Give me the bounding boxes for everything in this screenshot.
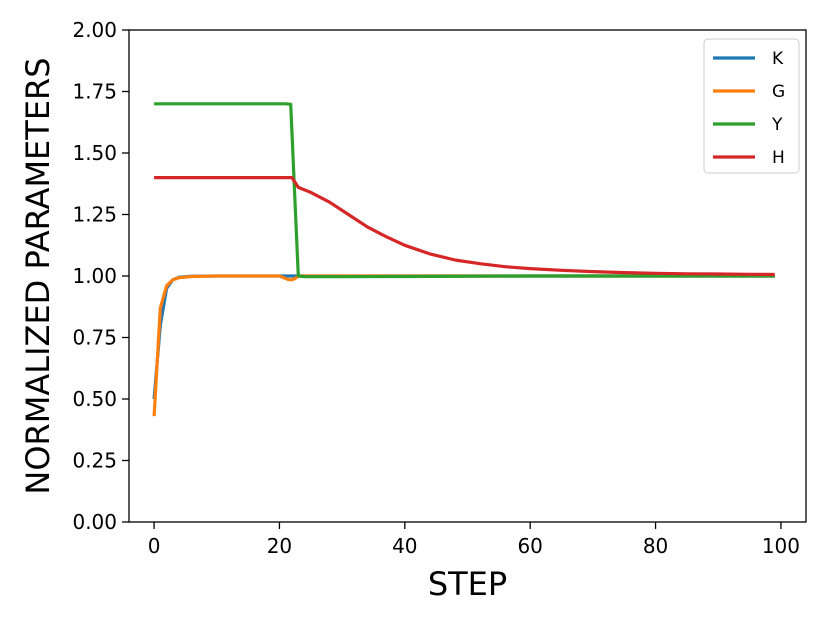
series-group [152, 102, 775, 417]
x-tick-label: 0 [148, 534, 161, 558]
y-tick-label: 2.00 [72, 18, 117, 42]
y-tick-label: 1.00 [72, 264, 117, 288]
legend-label-k: K [772, 49, 784, 69]
series-line-h [154, 176, 775, 277]
y-tick-label: 0.25 [72, 449, 117, 473]
axis-ticks: 0 20 40 60 80 100 0.00 0.25 0.50 0.75 1.00 1.25 1.50… [72, 18, 800, 558]
x-axis-label: STEP [428, 565, 507, 603]
series-line-y [154, 102, 775, 279]
x-tick-label: 80 [643, 534, 668, 558]
y-tick-label: 1.50 [72, 141, 117, 165]
y-tick-label: 1.25 [72, 203, 117, 227]
y-tick-label: 1.75 [72, 80, 117, 104]
legend-label-g: G [772, 82, 785, 102]
y-tick-label: 0.50 [72, 387, 117, 411]
y-axis-label: NORMALIZED PARAMETERS [19, 57, 57, 494]
x-tick-label: 20 [267, 534, 292, 558]
legend-box [703, 38, 800, 174]
x-tick-label: 60 [517, 534, 542, 558]
x-tick-label: 40 [392, 534, 417, 558]
legend-label-y: Y [771, 115, 783, 135]
legend-label-h: H [772, 148, 785, 168]
y-tick-label: 0.00 [72, 510, 117, 534]
y-tick-label: 0.75 [72, 326, 117, 350]
x-tick-label: 100 [762, 534, 800, 558]
